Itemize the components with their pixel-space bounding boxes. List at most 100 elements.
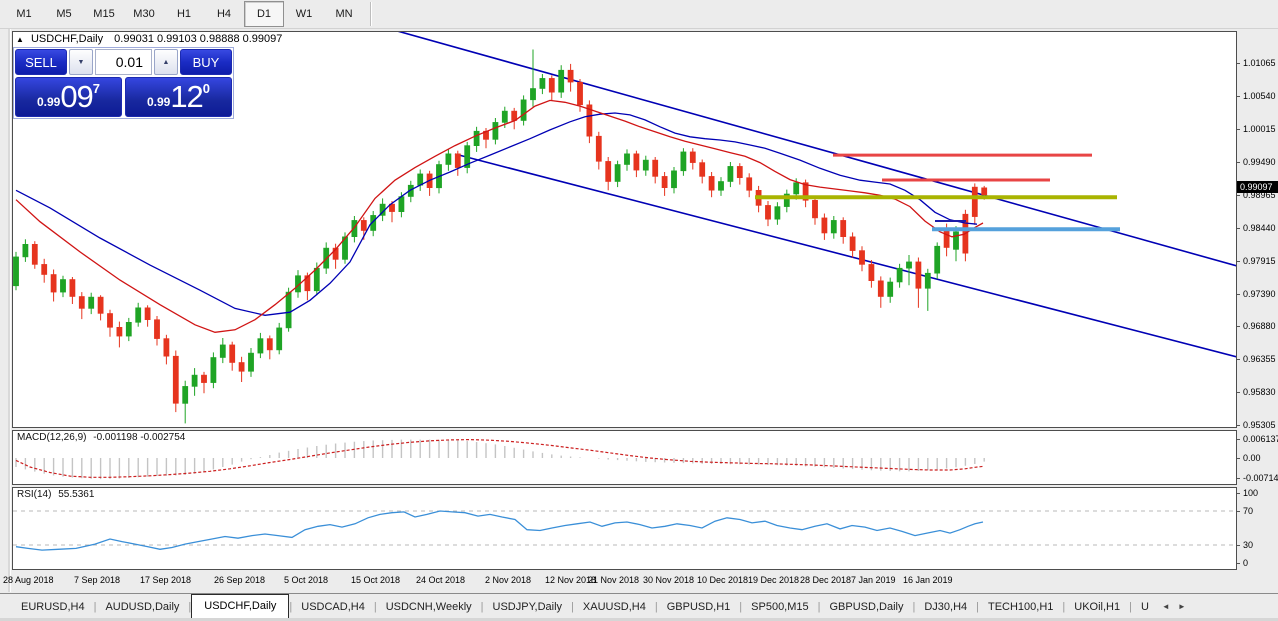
chart-tab-tech100-h1[interactable]: TECH100,H1 [987,601,1054,613]
timeframe-button-mn[interactable]: MN [335,8,353,20]
axis-tick [1237,359,1240,360]
buy-price-button[interactable]: 0.99 12 0 [125,77,232,117]
axis-tick [1237,195,1240,196]
buy-price-pip: 0 [202,81,211,96]
price-axis: 1.01065 1.00540 1.00015 0.99490 0.98965 0.984… [1237,31,1278,570]
sell-price-pip: 7 [92,81,101,96]
chart-tab-usdjpy-daily[interactable]: USDJPY,Daily [492,601,563,613]
date-axis-label: 19 Dec 2018 [748,575,800,585]
chart-tab-usdcnh-weekly[interactable]: USDCNH,Weekly [385,601,472,613]
chart-tab-eurusd-h4[interactable]: EURUSD,H4 [21,601,85,613]
axis-tick [1237,392,1240,393]
timeframe-button-m5[interactable]: M5 [56,8,72,20]
timeframe-button-h4[interactable]: H4 [216,8,232,20]
timeframe-button-m1[interactable]: M1 [16,8,32,20]
date-axis-label: 24 Oct 2018 [416,575,466,585]
axis-tick [1237,228,1240,229]
date-axis-label: 2 Nov 2018 [485,575,532,585]
chart-tab-ukoil-h1[interactable]: UKOil,H1 [1074,601,1121,613]
chart-tab-audusd-daily[interactable]: AUDUSD,Daily [105,601,180,613]
macd-axis-label: 0.006137 [1243,434,1278,444]
sell-button[interactable]: SELL [15,49,67,75]
date-axis-label: 28 Aug 2018 [3,575,54,585]
date-axis-label: 21 Nov 2018 [588,575,640,585]
window-edge [8,29,11,592]
tab-separator: | [1062,601,1066,613]
chart-symbol-label: USDCHF,Daily [30,33,104,45]
buy-price-prefix: 0.99 [146,95,171,109]
tab-separator: | [739,601,743,613]
sell-price-big: 09 [60,79,93,114]
tab-separator: | [373,601,377,613]
axis-tick [1237,545,1240,546]
timeframe-button-w1[interactable]: W1 [295,8,313,20]
date-axis-label: 16 Jan 2019 [903,575,953,585]
timeframe-toolbar: M1 M5 M15 M30 H1 H4 D1 W1 MN [0,0,1278,29]
buy-button[interactable]: BUY [180,49,232,75]
rsi-indicator-pane[interactable] [12,487,1237,570]
price-axis-label: 0.95305 [1243,420,1276,430]
price-axis-label: 0.97915 [1243,256,1276,266]
rsi-label: RSI(14) 55.5361 [17,489,95,500]
price-axis-label: 1.00540 [1243,91,1276,101]
chart-tab-dj30-h4[interactable]: DJ30,H4 [924,601,968,613]
chart-tab-gbpusd-daily[interactable]: GBPUSD,Daily [829,601,904,613]
chart-tab-usdcad-h4[interactable]: USDCAD,H4 [301,601,365,613]
tab-separator: | [976,601,979,613]
price-axis-label: 0.97390 [1243,289,1276,299]
axis-tick [1237,294,1240,295]
price-axis-label: 0.99490 [1243,157,1276,167]
buy-price-big: 12 [170,79,203,114]
axis-tick [1237,96,1240,97]
price-axis-label: 0.96880 [1243,321,1276,331]
macd-axis-label: -0.007142 [1243,473,1278,483]
chart-tab-bar: EURUSD,H4 | AUDUSD,Daily | USDCHF,Daily | USDC… [0,593,1278,618]
date-axis-label: 10 Dec 2018 [697,575,749,585]
chart-tab-xauusd-h4[interactable]: XAUUSD,H4 [582,601,646,613]
date-axis-label: 7 Jan 2019 [851,575,896,585]
volume-decrease-button[interactable]: ▼ [69,49,93,75]
macd-indicator-pane[interactable] [12,430,1237,485]
rsi-axis-label: 70 [1243,506,1254,516]
axis-tick [1237,425,1240,426]
price-axis-label: 0.95830 [1243,387,1276,397]
rsi-axis-label: 100 [1243,488,1259,498]
timeframe-button-m30[interactable]: M30 [133,8,155,20]
sell-price-button[interactable]: 0.99 09 7 [15,77,122,117]
date-axis-label: 12 Nov 2018 [545,575,597,585]
volume-input[interactable]: 0.01 [95,49,152,75]
tab-scroll-right-icon[interactable]: ► [1177,602,1186,611]
axis-tick [1237,478,1240,479]
date-axis-label: 5 Oct 2018 [284,575,329,585]
axis-tick [1237,326,1240,327]
chart-tab-usdchf-daily[interactable]: USDCHF,Daily [191,594,290,618]
price-axis-label: 0.98440 [1243,223,1276,233]
current-price-tag: 0.99097 [1237,181,1278,193]
date-axis-label: 7 Sep 2018 [74,575,121,585]
timeframe-button-h1[interactable]: H1 [176,8,192,20]
chart-tab-u[interactable]: U [1140,601,1149,613]
chart-tab-sp500-m15[interactable]: SP500,M15 [751,601,809,613]
timeframe-button-d1[interactable]: D1 [244,1,284,27]
chart-tab-gbpusd-h1[interactable]: GBPUSD,H1 [666,601,731,613]
tab-separator: | [912,601,916,613]
tab-separator: | [654,601,658,613]
timeframe-button-m15[interactable]: M15 [93,8,115,20]
price-axis-label: 0.96355 [1243,354,1276,364]
date-axis-label: 15 Oct 2018 [351,575,401,585]
tab-scroll-left-icon[interactable]: ◄ [1161,602,1170,611]
toolbar-separator [370,2,372,26]
panel-toggle-icon[interactable]: ▲ [16,35,24,44]
tab-separator: | [817,601,821,613]
chevron-up-icon: ▲ [162,58,170,66]
axis-tick [1237,162,1240,163]
volume-increase-button[interactable]: ▲ [154,49,178,75]
rsi-axis-label: 30 [1243,540,1254,550]
chart-ohlc-values: 0.99031 0.99103 0.98888 0.99097 [114,33,283,45]
axis-tick [1237,439,1240,440]
macd-axis-label: 0.00 [1243,453,1261,463]
tab-separator: | [480,601,484,613]
one-click-trade-panel: SELL ▼ 0.01 ▲ BUY 0.99 09 7 0.99 12 0 [13,47,234,119]
sell-price-prefix: 0.99 [36,95,61,109]
